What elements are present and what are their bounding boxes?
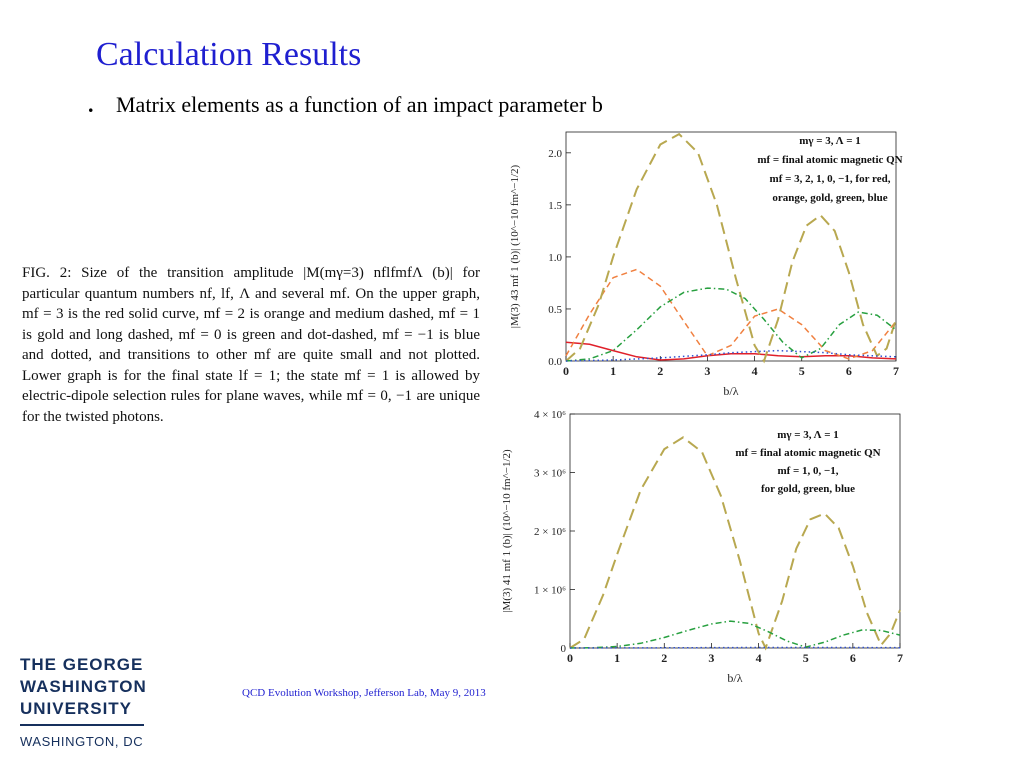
y-tick-label: 3 × 10⁶	[534, 468, 566, 480]
x-tick-label: 2	[657, 364, 663, 378]
y-tick-label: 1 × 10⁶	[534, 585, 566, 597]
series-line	[569, 620, 901, 649]
figure-caption: FIG. 2: Size of the transition amplitude…	[22, 265, 480, 425]
series-line	[569, 436, 901, 651]
x-tick-label: 0	[563, 364, 569, 378]
x-tick-label: 6	[850, 651, 856, 665]
y-axis-label: |M(3) 41 mf 1 (b)| (10^−10 fm^−1/2)	[501, 449, 513, 613]
x-tick-label: 4	[752, 364, 758, 378]
series-line	[565, 349, 897, 362]
legend-entry: mf = 3, 2, 1, 0, −1, for red,	[770, 173, 891, 185]
bullet-item: . Matrix elements as a function of an imp…	[88, 92, 603, 118]
x-tick-label: 4	[756, 651, 762, 665]
series-line	[565, 341, 897, 361]
x-tick-label: 1	[610, 364, 616, 378]
y-tick-label: 1.0	[548, 252, 562, 264]
slide-title: Calculation Results	[96, 36, 362, 73]
logo-line-2: WASHINGTON	[20, 677, 147, 696]
bullet-text: Matrix elements as a function of an impa…	[116, 92, 603, 117]
logo-line-3: UNIVERSITY	[20, 699, 133, 718]
x-tick-label: 0	[567, 651, 573, 665]
x-axis-label: b/λ	[723, 384, 738, 398]
x-tick-label: 3	[704, 364, 710, 378]
bullet-marker: .	[88, 92, 94, 117]
y-tick-label: 1.5	[548, 200, 562, 212]
x-tick-label: 2	[661, 651, 667, 665]
x-tick-label: 6	[846, 364, 852, 378]
y-tick-label: 0.0	[548, 356, 562, 368]
x-tick-label: 5	[799, 364, 805, 378]
lower-chart-svg: 0 1 × 10⁶ 2 × 10⁶ 3 × 10⁶ 4 × 10⁶ 0 1 2 3 4 5 6 7 b/λ…	[501, 409, 903, 685]
x-tick-label: 7	[897, 651, 903, 665]
x-tick-label: 7	[893, 364, 899, 378]
upper-chart-svg: 0.0 0.5 1.0 1.5 2.0 0 1 2 3 4 5 6 7 b/λ |M(3) 43 mf 1 …	[509, 131, 903, 398]
legend-entry: orange, gold, green, blue	[772, 192, 887, 204]
logo-rule	[20, 724, 144, 726]
legend-entry: mf = 1, 0, −1,	[777, 465, 838, 477]
plot-frame	[565, 131, 897, 362]
university-logo: THE GEORGE WASHINGTON UNIVERSITY WASHING…	[20, 654, 148, 749]
x-axis-label: b/λ	[727, 671, 742, 685]
series-line	[565, 132, 897, 364]
footer-text: QCD Evolution Workshop, Jefferson Lab, M…	[242, 687, 486, 699]
legend-entry: mγ = 3, Λ = 1	[777, 429, 839, 441]
legend-entry: mf = final atomic magnetic QN	[757, 154, 902, 166]
legend-entry: mf = final atomic magnetic QN	[735, 447, 880, 459]
x-tick-label: 1	[614, 651, 620, 665]
upper-chart: 0.0 0.5 1.0 1.5 2.0 0 1 2 3 4 5 6 7 b/λ |M(3) 43 mf 1 …	[500, 118, 910, 403]
logo-line-1: THE GEORGE	[20, 655, 144, 674]
y-tick-label: 2 × 10⁶	[534, 526, 566, 538]
logo-city: WASHINGTON, DC	[20, 734, 144, 749]
series-line	[565, 268, 897, 360]
series-line	[565, 287, 897, 362]
y-tick-label: 0	[561, 643, 567, 655]
lower-chart: 0 1 × 10⁶ 2 × 10⁶ 3 × 10⁶ 4 × 10⁶ 0 1 2 3 4 5 6 7 b/λ…	[492, 402, 912, 692]
y-tick-label: 0.5	[548, 304, 562, 316]
y-tick-label: 4 × 10⁶	[534, 409, 566, 421]
x-tick-label: 5	[803, 651, 809, 665]
y-axis-label: |M(3) 43 mf 1 (b)| (10^−10 fm^−1/2)	[509, 164, 521, 328]
legend-entry: for gold, green, blue	[761, 483, 855, 495]
x-tick-label: 3	[708, 651, 714, 665]
legend-entry: mγ = 3, Λ = 1	[799, 135, 861, 147]
y-tick-label: 2.0	[548, 148, 562, 160]
